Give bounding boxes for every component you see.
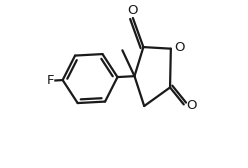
Text: F: F [47, 74, 55, 87]
Text: O: O [187, 99, 197, 112]
Text: O: O [174, 41, 185, 54]
Text: O: O [127, 4, 137, 17]
